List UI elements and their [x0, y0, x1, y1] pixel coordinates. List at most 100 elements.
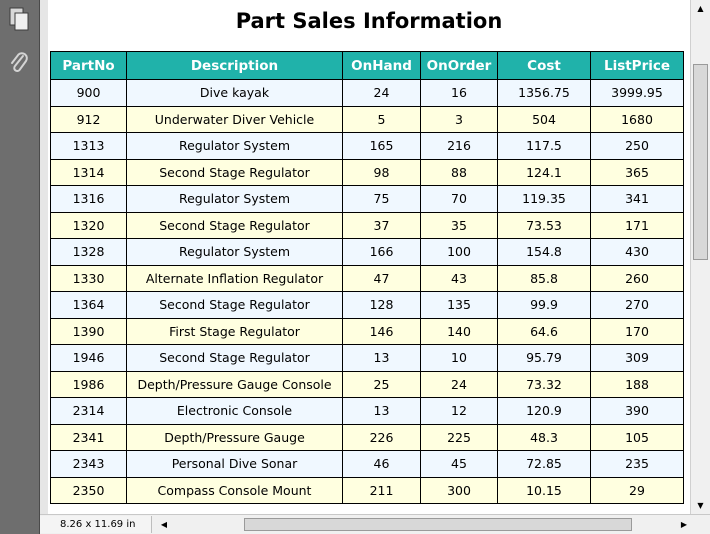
horizontal-scrollbar[interactable]: [172, 516, 676, 533]
page-title: Part Sales Information: [235, 9, 503, 33]
cell-onorder: 43: [420, 264, 498, 292]
cell-cost: 64.6: [497, 317, 591, 345]
table-row: 2350 Compass Console Mount 211 300 10.15 29: [50, 476, 684, 504]
cell-cost: 85.8: [497, 264, 591, 292]
paperclip-icon[interactable]: [6, 50, 32, 76]
cell-partno: 1314: [50, 158, 127, 186]
cell-onorder: 24: [420, 370, 498, 398]
page-gutter: [40, 0, 48, 514]
cell-description: Second Stage Regulator: [126, 344, 343, 372]
cell-onhand: 98: [342, 158, 421, 186]
cell-onorder: 140: [420, 317, 498, 345]
cell-onhand: 25: [342, 370, 421, 398]
cell-onhand: 5: [342, 105, 421, 133]
cell-onhand: 128: [342, 291, 421, 319]
cell-onorder: 300: [420, 476, 498, 504]
part-sales-table: PartNo Description OnHand OnOrder Cost L…: [50, 51, 684, 504]
scroll-right-icon[interactable]: ▶: [680, 520, 688, 529]
scroll-left-icon[interactable]: ◀: [160, 520, 168, 529]
cell-onorder: 135: [420, 291, 498, 319]
cell-partno: 900: [50, 79, 127, 107]
cell-onhand: 166: [342, 238, 421, 266]
cell-description: Underwater Diver Vehicle: [126, 105, 343, 133]
cell-cost: 117.5: [497, 132, 591, 160]
cell-cost: 119.35: [497, 185, 591, 213]
cell-description: Depth/Pressure Gauge: [126, 423, 343, 451]
table-row: 2314 Electronic Console 13 12 120.9 390: [50, 397, 684, 425]
cell-onorder: 3: [420, 105, 498, 133]
cell-onhand: 46: [342, 450, 421, 478]
cell-listprice: 365: [590, 158, 684, 186]
cell-cost: 124.1: [497, 158, 591, 186]
cell-listprice: 390: [590, 397, 684, 425]
table-row: 1328 Regulator System 166 100 154.8 430: [50, 238, 684, 266]
cell-cost: 1356.75: [497, 79, 591, 107]
cell-onorder: 35: [420, 211, 498, 239]
page-size-label: 8.26 x 11.69 in: [40, 516, 152, 533]
cell-listprice: 188: [590, 370, 684, 398]
cell-description: Electronic Console: [126, 397, 343, 425]
pages-icon[interactable]: [6, 6, 32, 32]
navigation-rail: [0, 0, 40, 534]
table-row: 1314 Second Stage Regulator 98 88 124.1 365: [50, 158, 684, 186]
scrollbar-corner: [694, 516, 710, 533]
cell-partno: 1316: [50, 185, 127, 213]
table-row: 1313 Regulator System 165 216 117.5 250: [50, 132, 684, 160]
scroll-up-icon[interactable]: ▲: [691, 0, 710, 17]
table-header-row: PartNo Description OnHand OnOrder Cost L…: [50, 51, 684, 80]
cell-onorder: 12: [420, 397, 498, 425]
cell-partno: 2341: [50, 423, 127, 451]
cell-partno: 2314: [50, 397, 127, 425]
cell-cost: 120.9: [497, 397, 591, 425]
vertical-scrollbar[interactable]: ▲ ▼: [690, 0, 710, 514]
cell-onorder: 100: [420, 238, 498, 266]
cell-listprice: 309: [590, 344, 684, 372]
cell-description: Regulator System: [126, 132, 343, 160]
cell-listprice: 105: [590, 423, 684, 451]
cell-cost: 48.3: [497, 423, 591, 451]
cell-onorder: 45: [420, 450, 498, 478]
cell-onorder: 216: [420, 132, 498, 160]
cell-cost: 10.15: [497, 476, 591, 504]
cell-onhand: 37: [342, 211, 421, 239]
cell-listprice: 1680: [590, 105, 684, 133]
cell-partno: 2343: [50, 450, 127, 478]
table-row: 912 Underwater Diver Vehicle 5 3 504 1680: [50, 105, 684, 133]
cell-cost: 72.85: [497, 450, 591, 478]
cell-description: Regulator System: [126, 238, 343, 266]
table-body: 900 Dive kayak 24 16 1356.75 3999.95 912 Underw…: [50, 79, 684, 504]
cell-onhand: 75: [342, 185, 421, 213]
cell-listprice: 430: [590, 238, 684, 266]
table-row: 1364 Second Stage Regulator 128 135 99.9 270: [50, 291, 684, 319]
cell-description: Second Stage Regulator: [126, 211, 343, 239]
cell-listprice: 29: [590, 476, 684, 504]
cell-cost: 154.8: [497, 238, 591, 266]
table-row: 1946 Second Stage Regulator 13 10 95.79 309: [50, 344, 684, 372]
horizontal-scroll-thumb[interactable]: [244, 518, 632, 531]
cell-cost: 95.79: [497, 344, 591, 372]
table-row: 1320 Second Stage Regulator 37 35 73.53 171: [50, 211, 684, 239]
cell-description: Regulator System: [126, 185, 343, 213]
cell-cost: 504: [497, 105, 591, 133]
cell-onhand: 13: [342, 397, 421, 425]
table-row: 1986 Depth/Pressure Gauge Console 25 24 73.3…: [50, 370, 684, 398]
cell-partno: 1364: [50, 291, 127, 319]
cell-partno: 1313: [50, 132, 127, 160]
scroll-down-icon[interactable]: ▼: [691, 497, 710, 514]
cell-onhand: 24: [342, 79, 421, 107]
cell-partno: 912: [50, 105, 127, 133]
cell-onorder: 88: [420, 158, 498, 186]
column-header-cost: Cost: [497, 51, 591, 80]
column-header-description: Description: [126, 51, 343, 80]
status-bar: 8.26 x 11.69 in ◀ ▶: [40, 514, 710, 534]
document-page: Part Sales Information PartNo Descriptio…: [48, 0, 690, 514]
column-header-partno: PartNo: [50, 51, 127, 80]
cell-partno: 1986: [50, 370, 127, 398]
cell-listprice: 250: [590, 132, 684, 160]
cell-partno: 2350: [50, 476, 127, 504]
column-header-onorder: OnOrder: [420, 51, 498, 80]
cell-partno: 1330: [50, 264, 127, 292]
cell-description: First Stage Regulator: [126, 317, 343, 345]
cell-description: Second Stage Regulator: [126, 158, 343, 186]
vertical-scroll-thumb[interactable]: [693, 64, 708, 260]
